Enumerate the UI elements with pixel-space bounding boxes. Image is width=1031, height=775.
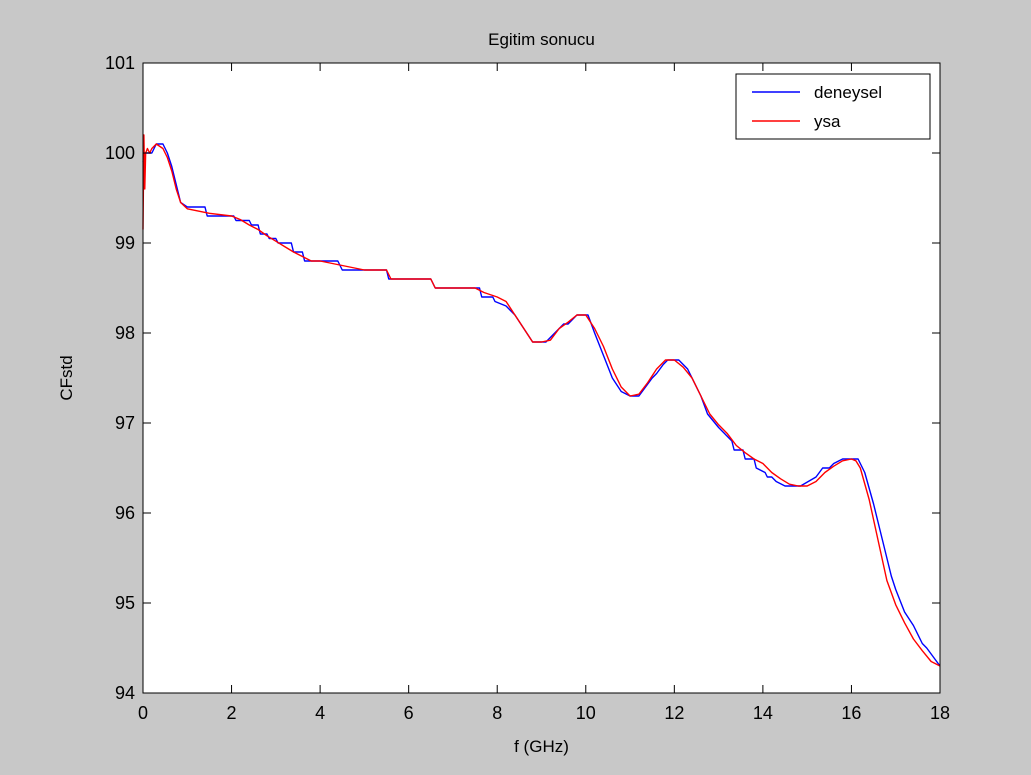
legend: deneysel ysa — [735, 73, 931, 140]
series-line-ysa — [142, 134, 941, 667]
y-axis-label: CFstd — [57, 355, 76, 400]
x-tick-label: 10 — [576, 703, 596, 723]
y-tick-label: 98 — [115, 323, 135, 343]
x-tick-label: 18 — [930, 703, 950, 723]
x-axis-label: f (GHz) — [514, 737, 569, 756]
legend-label-ysa: ysa — [814, 112, 841, 131]
y-tick-label: 95 — [115, 593, 135, 613]
legend-box — [735, 73, 931, 140]
x-tick-label: 14 — [753, 703, 773, 723]
y-tick-label: 100 — [105, 143, 135, 163]
chart-title: Egitim sonucu — [488, 30, 595, 49]
axes-frame — [142, 62, 941, 694]
y-tick-label: 99 — [115, 233, 135, 253]
y-tick-label: 96 — [115, 503, 135, 523]
x-tick-label: 16 — [841, 703, 861, 723]
y-tick-label: 94 — [115, 683, 135, 703]
ticks-layer: 0 2 4 6 8 10 12 14 16 18 94 95 96 97 98 99 100 101 — [105, 53, 950, 723]
series-line-deneysel — [142, 143, 941, 667]
series-layer — [142, 134, 941, 667]
x-tick-label: 6 — [404, 703, 414, 723]
x-tick-label: 12 — [664, 703, 684, 723]
plot-area — [143, 63, 940, 693]
x-tick-label: 8 — [492, 703, 502, 723]
y-tick-label: 101 — [105, 53, 135, 73]
x-tick-label: 0 — [138, 703, 148, 723]
x-tick-label: 2 — [227, 703, 237, 723]
x-tick-label: 4 — [315, 703, 325, 723]
y-tick-label: 97 — [115, 413, 135, 433]
legend-label-deneysel: deneysel — [814, 83, 882, 102]
